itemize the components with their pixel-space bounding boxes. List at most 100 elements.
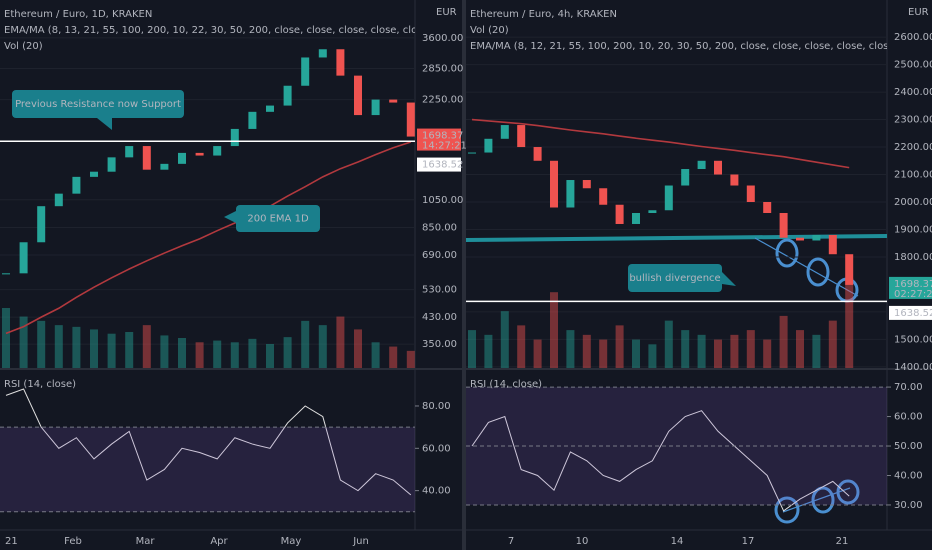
volume-bar [178, 338, 186, 368]
annotation: bullish divergence [629, 273, 720, 284]
price-tag [417, 128, 461, 151]
volume-bar [468, 330, 476, 368]
volume-bar [195, 342, 204, 368]
y-tick-label: 2500.00 [894, 60, 932, 71]
volume-bar [72, 326, 81, 368]
y-tick-label: 2600.00 [894, 32, 932, 43]
candle [72, 176, 81, 194]
price-label: 1698.37 [422, 131, 463, 142]
callout-box [236, 205, 320, 232]
candle [336, 49, 345, 76]
y-tick-label: 1050.00 [422, 195, 463, 206]
trend-line [754, 237, 859, 297]
volume-bar [125, 332, 134, 368]
y-tick-label: 1800.00 [894, 252, 932, 263]
volume-bar [845, 278, 854, 368]
annotation: Previous Resistance now Support [15, 99, 181, 110]
candle [500, 125, 509, 139]
candle [318, 49, 327, 58]
candle [301, 57, 310, 86]
candle [213, 146, 222, 156]
candle [763, 202, 772, 213]
y-tick-label: 3600.00 [422, 33, 463, 44]
candle [160, 163, 169, 170]
rsi-title: RSI (14, close) [470, 379, 542, 390]
y-tick-label: 350.00 [422, 339, 457, 350]
callout-tail [97, 118, 112, 130]
volume-bar [828, 320, 837, 368]
rsi-tick-label: 30.00 [894, 500, 923, 511]
rsi-tick-label: 60.00 [894, 412, 923, 423]
price-label: 1698.37 [894, 279, 932, 290]
legend-text: EMA/MA (8, 12, 21, 55, 100, 200, 10, 20,… [470, 41, 932, 52]
rsi-line [5, 388, 412, 496]
volume-bar [500, 311, 509, 368]
y-tick-label: 2850.00 [422, 64, 463, 75]
x-tick-label: 21 [836, 536, 849, 547]
candle [19, 242, 28, 274]
volume-bar [615, 325, 624, 368]
candle [178, 152, 186, 164]
circle [836, 479, 860, 505]
candle [354, 75, 362, 116]
candle [266, 105, 274, 112]
volume-bar [318, 325, 327, 368]
y-tick-label: 690.00 [422, 250, 457, 261]
rsi-tick-label: 80.00 [422, 401, 451, 412]
y-tick-label: 1400.00 [894, 362, 932, 373]
candle [845, 254, 854, 285]
rsi-title: RSI (14, close) [4, 379, 76, 390]
candle [389, 99, 398, 103]
volume-bar [517, 325, 526, 368]
candle [779, 212, 788, 238]
support-label: 1638.52 [894, 308, 932, 319]
candle [664, 185, 673, 211]
candle [828, 234, 837, 255]
rsi-tick-label: 40.00 [894, 470, 923, 481]
volume-bar [354, 329, 362, 368]
candle [796, 237, 804, 241]
candle [812, 234, 821, 241]
volume-bar [812, 334, 821, 368]
divider [462, 0, 466, 550]
candle [125, 146, 134, 158]
candle [484, 138, 493, 153]
countdown: 02:27:21 [894, 289, 932, 300]
volume-bar [533, 339, 542, 368]
candle [230, 128, 239, 147]
candle [37, 206, 46, 243]
volume-bar [763, 339, 772, 368]
volume-bar [160, 335, 169, 368]
candle [371, 99, 380, 116]
volume-bar [714, 339, 722, 368]
candle [54, 193, 63, 207]
candle [550, 160, 558, 208]
rsi-tick-label: 40.00 [422, 486, 451, 497]
volume-bar [681, 330, 690, 368]
candle [599, 188, 608, 205]
candle [714, 160, 722, 175]
y-tick-label: 2000.00 [894, 197, 932, 208]
chart-panel: Ethereum / Euro, 1D, KRAKEN EMA/MA (8, 13… [0, 9, 415, 496]
candle [730, 174, 739, 186]
legend-text: Ethereum / Euro, 4h, KRAKEN [470, 9, 617, 20]
candle [632, 212, 640, 224]
moving-average [471, 118, 850, 169]
volume-bar [648, 344, 657, 368]
volume-bar [406, 350, 415, 368]
circle [775, 238, 799, 268]
support-tag [889, 305, 932, 320]
candle [90, 171, 98, 177]
candle [517, 125, 526, 148]
x-tick-label: 17 [742, 536, 755, 547]
candle [248, 111, 257, 129]
callout-tail [224, 211, 236, 223]
volume-bar [213, 340, 222, 368]
y-tick-label: 2250.00 [422, 95, 463, 106]
volume-bar [90, 329, 98, 368]
x-tick-label: 7 [508, 536, 514, 547]
volume-bar [248, 338, 257, 368]
candle [582, 180, 591, 189]
volume-bar [107, 333, 116, 368]
y-tick-label: 2300.00 [894, 115, 932, 126]
